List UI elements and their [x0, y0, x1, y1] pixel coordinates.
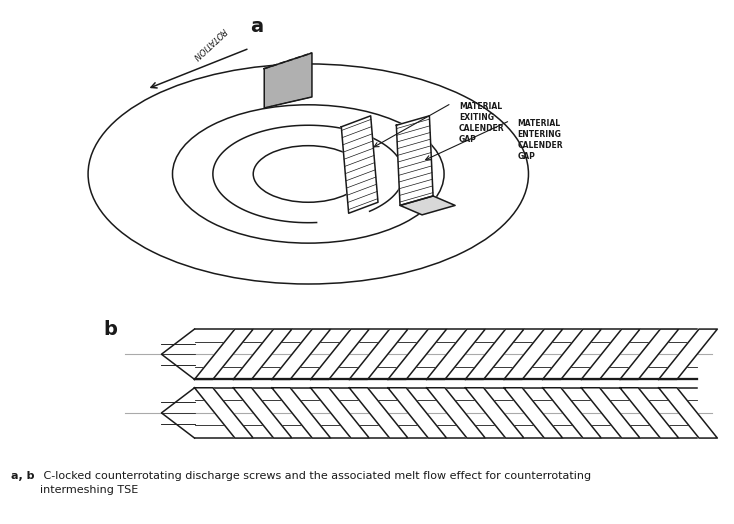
- Polygon shape: [233, 329, 292, 379]
- Polygon shape: [310, 329, 369, 379]
- Polygon shape: [581, 329, 640, 379]
- Polygon shape: [272, 388, 330, 438]
- Polygon shape: [542, 388, 601, 438]
- Polygon shape: [658, 388, 717, 438]
- Polygon shape: [195, 388, 253, 438]
- Polygon shape: [233, 388, 292, 438]
- Text: a, b: a, b: [11, 471, 34, 481]
- Polygon shape: [388, 388, 446, 438]
- Polygon shape: [504, 388, 563, 438]
- Polygon shape: [620, 329, 679, 379]
- Polygon shape: [349, 329, 408, 379]
- Polygon shape: [396, 116, 433, 205]
- Text: C-locked counterrotating discharge screws and the associated melt flow effect fo: C-locked counterrotating discharge screw…: [40, 471, 592, 495]
- Polygon shape: [620, 388, 679, 438]
- Polygon shape: [426, 329, 485, 379]
- Polygon shape: [504, 329, 563, 379]
- Polygon shape: [264, 53, 312, 108]
- Polygon shape: [272, 329, 330, 379]
- Polygon shape: [542, 329, 601, 379]
- Polygon shape: [310, 388, 369, 438]
- Text: MATERIAL
EXITING
CALENDER
GAP: MATERIAL EXITING CALENDER GAP: [459, 102, 504, 144]
- Text: b: b: [103, 320, 117, 339]
- Polygon shape: [388, 329, 446, 379]
- Polygon shape: [349, 388, 408, 438]
- Text: MATERIAL
ENTERING
CALENDER
GAP: MATERIAL ENTERING CALENDER GAP: [517, 119, 563, 161]
- Polygon shape: [341, 116, 378, 213]
- Polygon shape: [426, 388, 485, 438]
- Text: a: a: [250, 17, 264, 36]
- Polygon shape: [195, 329, 253, 379]
- Polygon shape: [658, 329, 717, 379]
- Polygon shape: [581, 388, 640, 438]
- Polygon shape: [400, 196, 455, 215]
- Polygon shape: [465, 329, 524, 379]
- Text: ROTATION: ROTATION: [191, 25, 228, 61]
- Polygon shape: [465, 388, 524, 438]
